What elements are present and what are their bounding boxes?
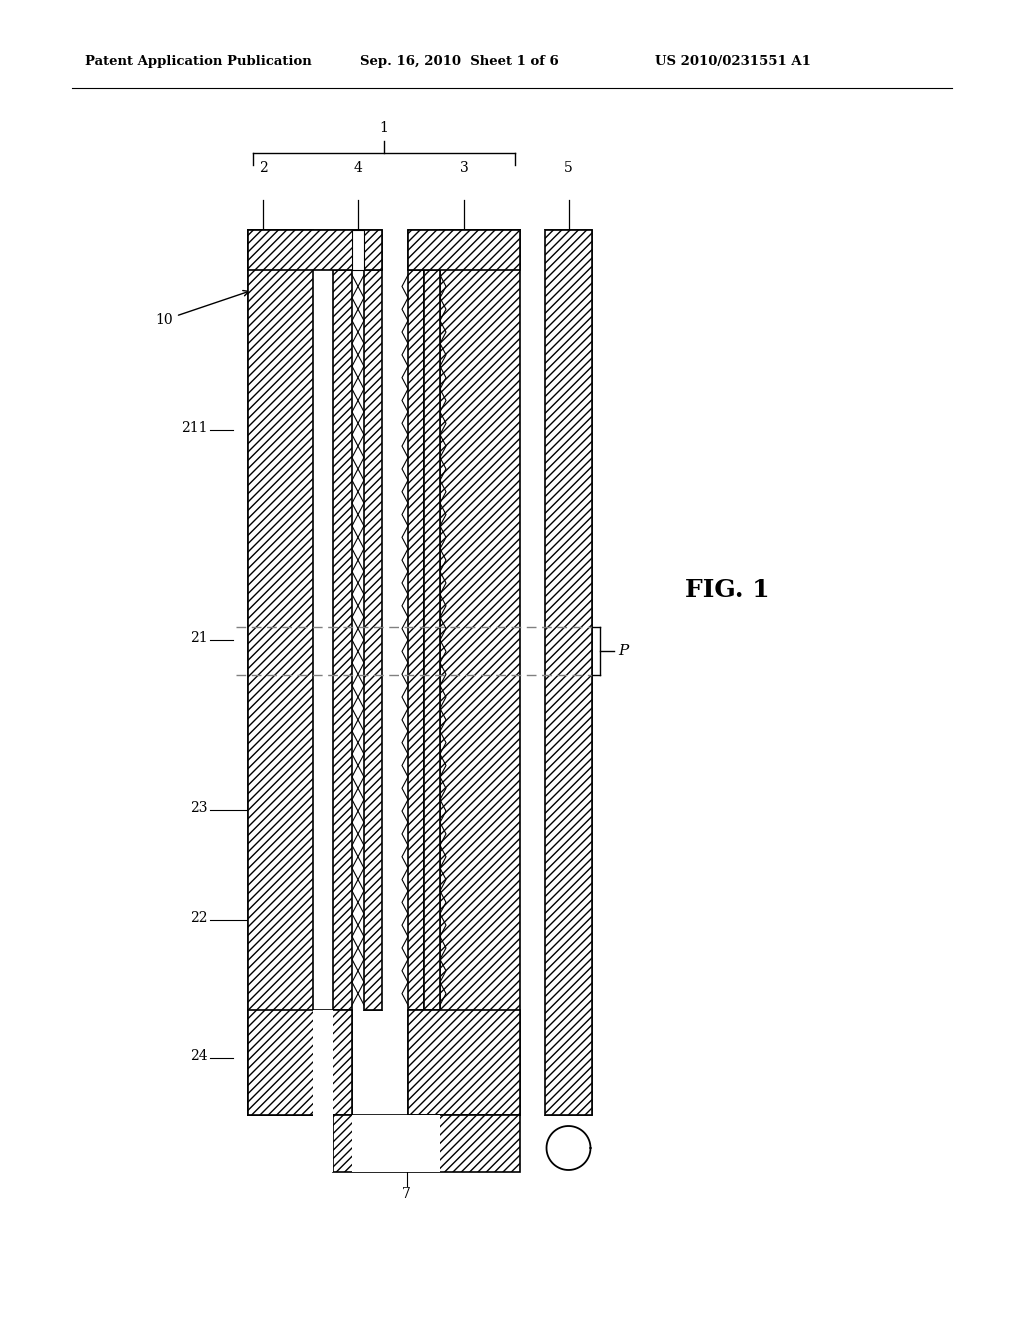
Bar bbox=[248, 1010, 352, 1115]
Text: 24: 24 bbox=[190, 1049, 208, 1063]
Text: P: P bbox=[618, 644, 629, 657]
Text: Sep. 16, 2010  Sheet 1 of 6: Sep. 16, 2010 Sheet 1 of 6 bbox=[360, 55, 559, 69]
Text: 7: 7 bbox=[402, 1187, 411, 1201]
Bar bbox=[313, 1115, 333, 1172]
Text: 21: 21 bbox=[190, 631, 208, 645]
Text: 34: 34 bbox=[569, 801, 587, 814]
Text: 4: 4 bbox=[353, 161, 362, 176]
Bar bbox=[333, 271, 352, 1010]
Bar bbox=[313, 271, 333, 1010]
Bar bbox=[408, 230, 520, 271]
Bar bbox=[408, 230, 520, 271]
Bar bbox=[333, 1115, 520, 1172]
Bar bbox=[333, 271, 352, 1010]
Bar bbox=[248, 230, 313, 1115]
Bar bbox=[440, 230, 520, 1115]
Bar bbox=[248, 230, 382, 271]
Text: 5: 5 bbox=[564, 161, 572, 176]
Text: FIG. 1: FIG. 1 bbox=[685, 578, 770, 602]
Bar bbox=[408, 271, 424, 1010]
Bar bbox=[248, 1010, 352, 1115]
Bar bbox=[352, 271, 364, 1010]
Text: 31: 31 bbox=[569, 591, 587, 605]
Text: 3: 3 bbox=[460, 161, 468, 176]
Bar bbox=[248, 230, 382, 271]
Bar bbox=[545, 230, 592, 1115]
Text: 2: 2 bbox=[259, 161, 267, 176]
Bar bbox=[352, 230, 364, 271]
Bar bbox=[352, 1115, 440, 1172]
Text: 10: 10 bbox=[156, 290, 249, 327]
Text: 211: 211 bbox=[181, 421, 208, 436]
Bar bbox=[440, 230, 520, 1115]
Bar bbox=[424, 271, 440, 1010]
Text: 23: 23 bbox=[190, 801, 208, 814]
Bar bbox=[382, 271, 408, 1010]
Bar bbox=[313, 1010, 333, 1115]
Bar bbox=[520, 230, 545, 1115]
Text: 83: 83 bbox=[569, 883, 587, 898]
Bar bbox=[364, 271, 382, 1010]
Bar bbox=[313, 1010, 333, 1115]
Bar bbox=[364, 271, 382, 1010]
Bar bbox=[545, 230, 592, 1115]
Bar bbox=[248, 230, 313, 1115]
Text: Patent Application Publication: Patent Application Publication bbox=[85, 55, 311, 69]
Polygon shape bbox=[547, 1126, 591, 1170]
Bar bbox=[408, 1010, 520, 1115]
Text: 1: 1 bbox=[380, 121, 388, 135]
Bar bbox=[408, 271, 424, 1010]
Text: US 2010/0231551 A1: US 2010/0231551 A1 bbox=[655, 55, 811, 69]
Bar bbox=[424, 271, 440, 1010]
Bar bbox=[352, 230, 364, 271]
Bar bbox=[408, 1010, 520, 1115]
Text: 22: 22 bbox=[190, 911, 208, 925]
